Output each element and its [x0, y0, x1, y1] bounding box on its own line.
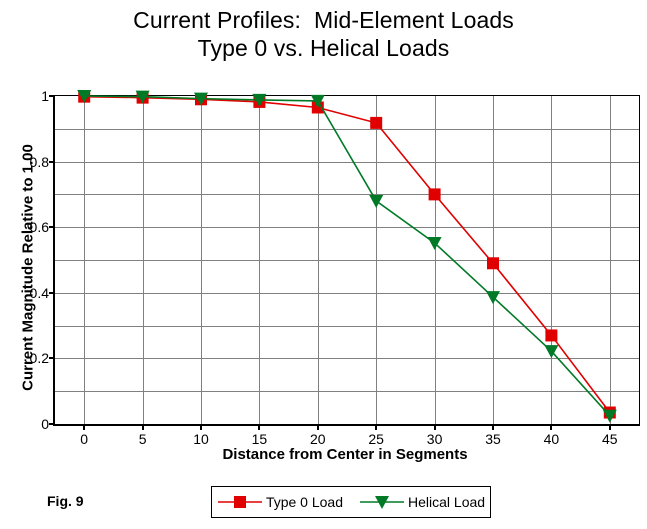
vertical-gridline: [142, 96, 144, 424]
x-axis-tick-mark: [433, 424, 436, 430]
x-axis-tick-mark: [83, 424, 86, 430]
y-axis-tick-mark: [49, 95, 55, 97]
x-axis-tick-mark: [200, 424, 202, 430]
y-axis-tick-label: 0.6: [29, 219, 49, 236]
triangle-down-marker-icon: [194, 92, 208, 106]
y-axis-tick-label: 0.8: [29, 153, 49, 170]
horizontal-gridline: [55, 292, 639, 294]
triangle-down-marker-icon: [310, 94, 325, 108]
legend-item[interactable]: Type 0 Load: [217, 494, 343, 510]
chart-title: Current Profiles: Mid-Element Loads Type…: [0, 6, 647, 62]
series-helical-load: [77, 90, 617, 423]
triangle-down-marker-icon: [369, 194, 384, 208]
series-line: [84, 95, 611, 414]
triangle-down-marker-icon: [602, 409, 617, 423]
x-axis-tick-mark: [258, 424, 261, 430]
horizontal-gridline: [55, 358, 639, 360]
chart-title-line-1: Current Profiles: Mid-Element Loads: [133, 7, 514, 33]
y-axis-tick-label: 0.2: [29, 350, 49, 367]
y-axis-tick-label: 0: [41, 416, 49, 432]
horizontal-gridline: [55, 161, 639, 163]
x-axis-tick-label: 15: [251, 431, 268, 447]
square-marker-icon: [233, 496, 246, 508]
y-axis-tick-mark: [49, 423, 55, 425]
x-axis-tick-mark: [550, 424, 553, 430]
series-line: [84, 95, 611, 417]
triangle-down-marker-icon: [252, 93, 267, 107]
legend-key: [217, 496, 262, 508]
x-axis-tick-label: 0: [80, 431, 89, 447]
x-axis-tick-mark: [375, 424, 378, 430]
vertical-gridline: [551, 96, 553, 424]
figure-caption: Fig. 9: [47, 493, 84, 509]
series-layer: [77, 90, 617, 423]
vertical-gridline: [201, 96, 202, 424]
vertical-gridline: [259, 96, 261, 424]
x-axis-tick-label: 25: [368, 431, 384, 447]
x-axis-tick-label: 20: [310, 431, 326, 447]
x-axis-tick-mark: [608, 424, 611, 430]
legend-label: Type 0 Load: [265, 494, 343, 510]
horizontal-gridline: [55, 391, 639, 393]
x-axis-tick-label: 45: [602, 431, 618, 447]
x-axis-tick-mark: [492, 424, 494, 430]
y-axis-tick-label: 0.4: [29, 284, 49, 301]
vertical-gridline: [376, 96, 378, 424]
horizontal-gridline: [55, 227, 639, 229]
x-axis-tick-label: 5: [138, 431, 147, 447]
legend-label: Helical Load: [408, 494, 486, 510]
x-axis-tick-mark: [141, 424, 144, 430]
legend-item[interactable]: Helical Load: [359, 494, 485, 510]
horizontal-gridline: [55, 260, 639, 261]
vertical-gridline: [434, 96, 436, 424]
x-axis-title: Distance from Center in Segments: [222, 446, 468, 463]
vertical-gridline: [84, 96, 86, 424]
x-axis-tick-label: 10: [193, 431, 209, 447]
chart-legend: Type 0 Load Helical Load: [211, 486, 491, 518]
horizontal-gridline: [55, 194, 639, 196]
plot-area: 0 0.2 0.4 0.6 0.8 1 0 5 10 15 20 25 30 35 40 45: [30, 88, 640, 447]
square-marker-icon: [370, 116, 383, 129]
x-axis-tick-mark: [316, 424, 319, 430]
y-axis-tick-mark: [49, 357, 55, 360]
triangle-down-marker-icon: [135, 90, 150, 104]
series-type-0-load: [78, 90, 616, 419]
triangle-down-marker-icon: [544, 345, 559, 359]
x-axis-tick-label: 40: [543, 431, 560, 447]
square-marker-icon: [487, 257, 499, 270]
x-axis-tick-label: 35: [485, 431, 501, 447]
horizontal-gridline: [55, 128, 639, 130]
x-axis-tick-label: 30: [426, 431, 443, 447]
triangle-down-marker-icon: [375, 496, 389, 509]
square-marker-icon: [545, 329, 558, 342]
y-axis-tick-mark: [49, 226, 55, 229]
horizontal-gridline: [55, 325, 639, 327]
triangle-down-marker-icon: [427, 236, 442, 250]
triangle-down-marker-icon: [486, 291, 500, 305]
legend-key: [360, 496, 404, 509]
triangle-down-marker-icon: [77, 90, 92, 103]
vertical-gridline: [609, 96, 611, 424]
y-axis-title: Current Magnitude Relative to 1.00: [19, 144, 37, 391]
chart-title-line-2: Type 0 vs. Helical Loads: [197, 35, 450, 62]
square-marker-icon: [428, 188, 441, 201]
y-axis-tick-mark: [49, 160, 55, 163]
y-axis-tick-label: 1: [41, 88, 49, 104]
vertical-gridline: [317, 96, 319, 424]
y-axis-tick-mark: [49, 291, 55, 294]
